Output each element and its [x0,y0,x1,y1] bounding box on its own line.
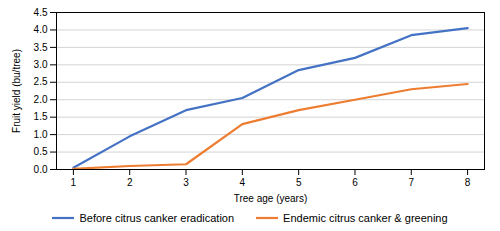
svg-text:Fruit yield (bu/tree): Fruit yield (bu/tree) [11,49,22,133]
svg-text:0.0: 0.0 [34,164,48,175]
svg-text:5: 5 [296,177,302,188]
svg-text:2.0: 2.0 [34,94,48,105]
svg-text:3: 3 [183,177,189,188]
svg-text:3.0: 3.0 [34,59,48,70]
svg-text:1: 1 [71,177,77,188]
svg-text:4.5: 4.5 [34,7,48,18]
svg-text:2.5: 2.5 [34,76,48,87]
html-text:Endemic citrus canker & greeni: Endemic citrus canker & greening [283,212,448,224]
svg-text:7: 7 [409,177,415,188]
svg-text:4.0: 4.0 [34,24,48,35]
svg-text:6: 6 [352,177,358,188]
svg-text:2: 2 [127,177,133,188]
svg-text:0.5: 0.5 [34,146,48,157]
svg-text:1.5: 1.5 [34,111,48,122]
svg-text:8: 8 [465,177,471,188]
svg-text:1.0: 1.0 [34,129,48,140]
html-text:Before citrus canker eradicati: Before citrus canker eradication [79,212,235,224]
svg-text:4: 4 [240,177,246,188]
svg-text:3.5: 3.5 [34,42,48,53]
svg-text:Tree age (years): Tree age (years) [234,193,308,204]
